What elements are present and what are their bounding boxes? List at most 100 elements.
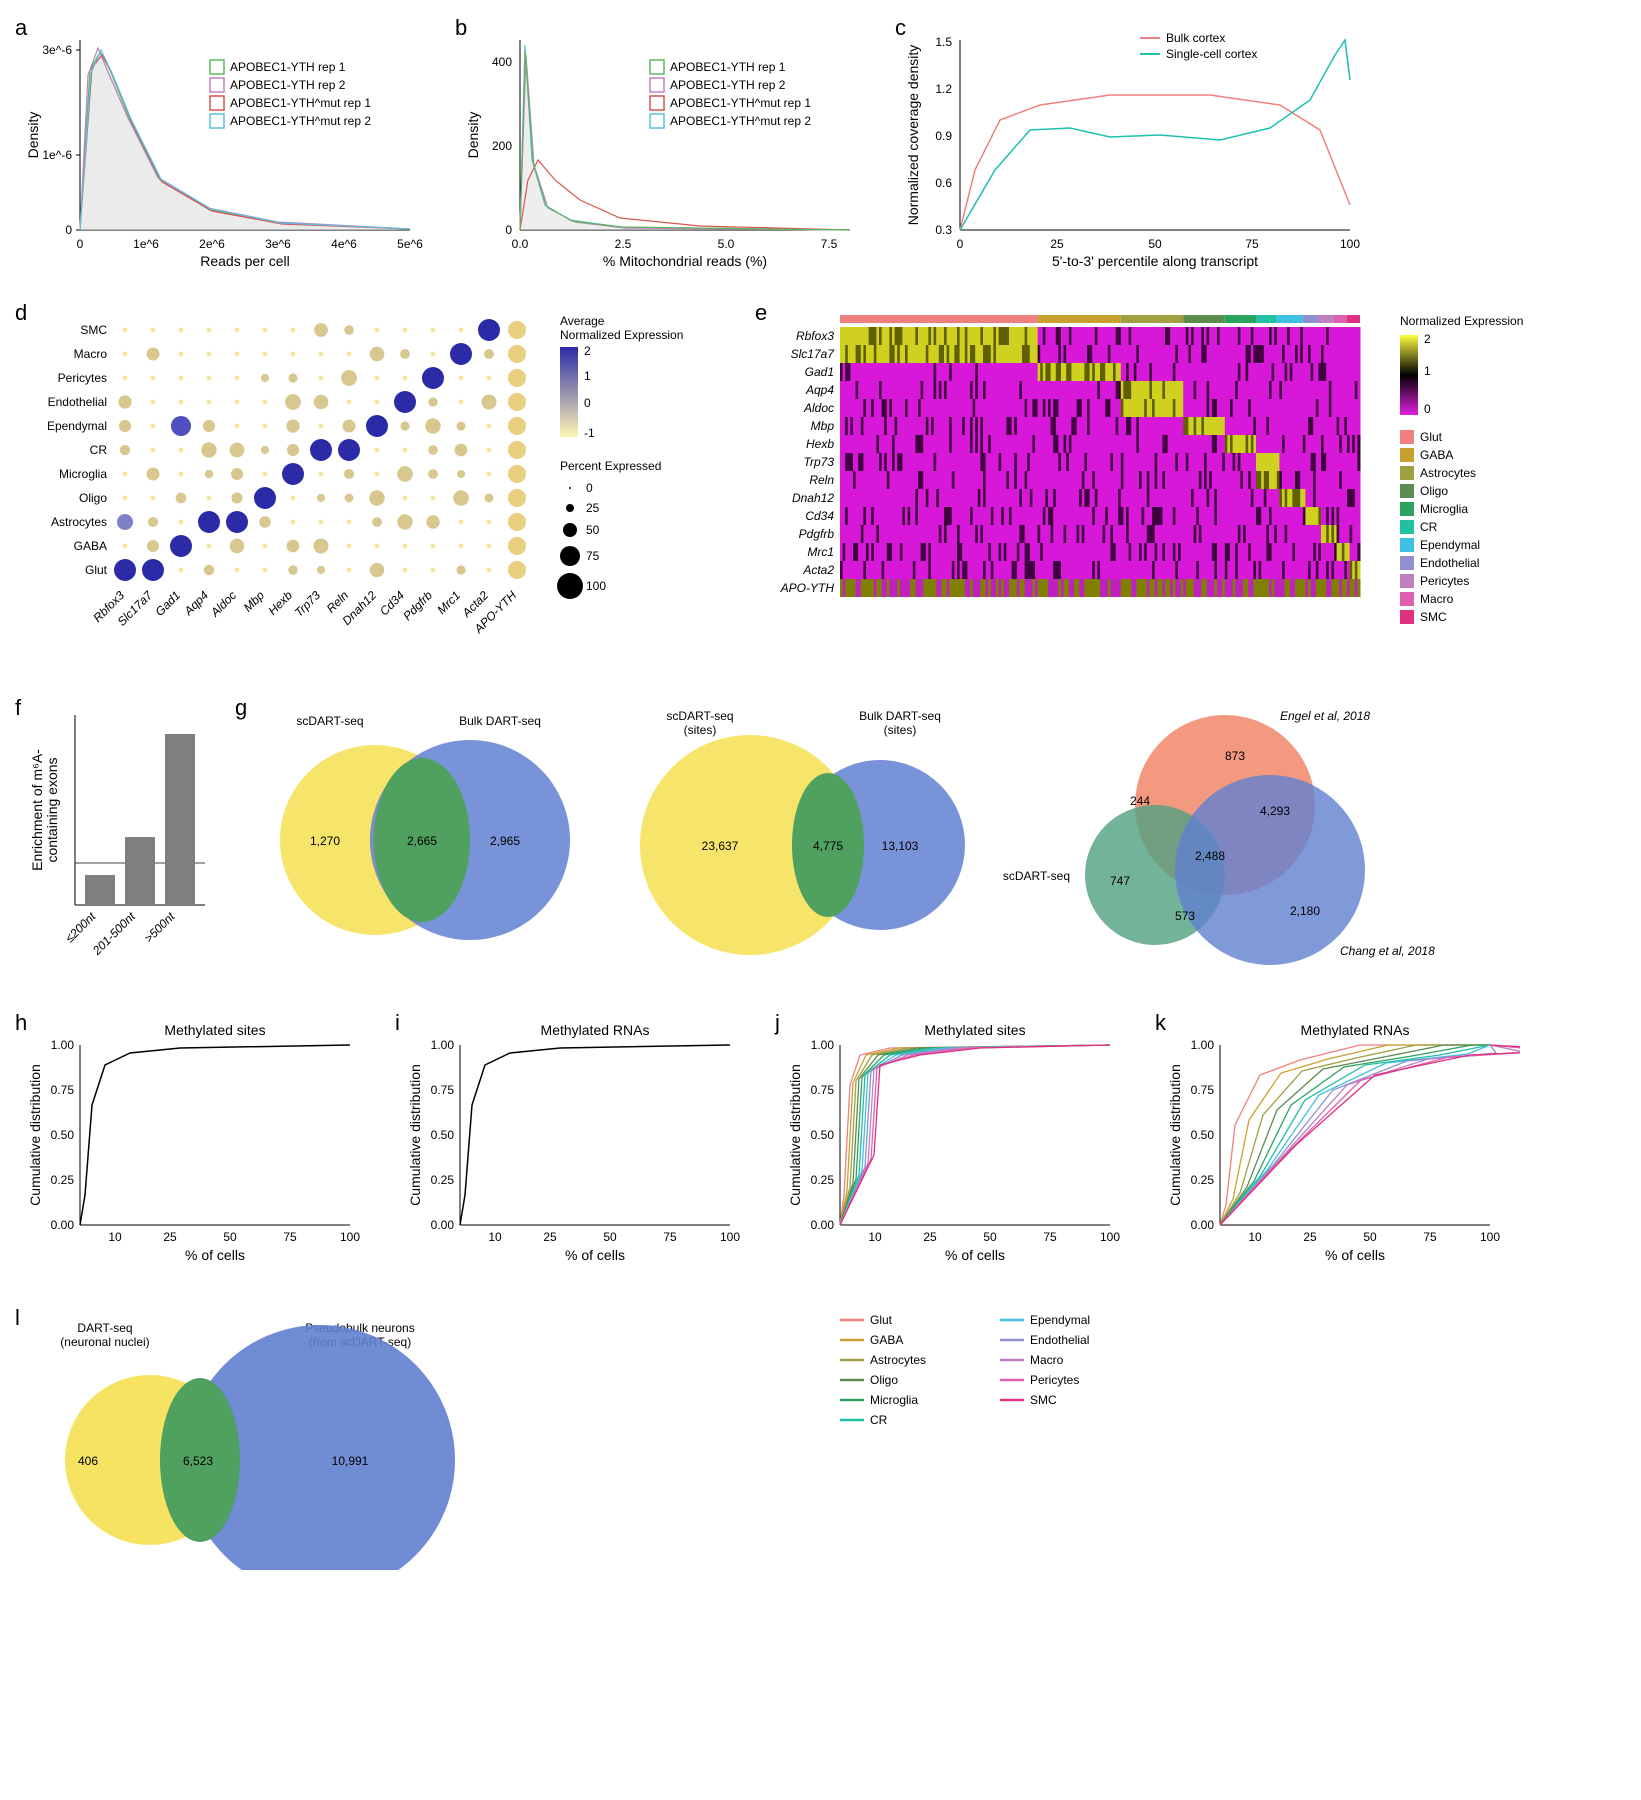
panel-b: b 0 200 400 0.0 2.5 5.0 7.5 % Mito [460,20,880,275]
svg-text:Reln: Reln [809,473,834,487]
svg-text:Glut: Glut [85,563,108,577]
svg-text:APO-YTH: APO-YTH [780,581,835,595]
svg-text:containing exons: containing exons [44,757,60,862]
svg-text:Normalized Expression: Normalized Expression [1400,314,1523,328]
panel-d: d SMCMacroPericytesEndothelialEpendymalC… [20,305,740,670]
svg-text:0.50: 0.50 [1191,1128,1215,1142]
svg-text:Slc17a7: Slc17a7 [791,347,836,361]
panel-label-e: e [755,300,767,326]
svg-text:SMC: SMC [80,323,107,337]
svg-text:5'-to-3' percentile along tran: 5'-to-3' percentile along transcript [1052,253,1258,269]
legend-jk: GlutGABAAstrocytesOligoMicrogliaCREpendy… [840,1310,1340,1575]
svg-text:Pdgfrb: Pdgfrb [799,527,835,541]
svg-text:1: 1 [1424,364,1431,378]
svg-text:0: 0 [77,237,84,251]
venn-l: DART-seq (neuronal nuclei) Pseudobulk ne… [20,1310,640,1570]
svg-text:Bulk DART-seq: Bulk DART-seq [859,709,941,723]
chart-c: 0.3 0.6 0.9 1.2 1.5 0 25 50 75 100 5'-to… [900,20,1380,270]
svg-text:2,965: 2,965 [490,834,520,848]
svg-text:Pericytes: Pericytes [1030,1373,1079,1387]
svg-text:10: 10 [868,1230,882,1244]
legend-a: APOBEC1-YTH rep 1 APOBEC1-YTH rep 2 APOB… [210,60,371,128]
svg-text:100: 100 [586,579,606,593]
svg-text:(sites): (sites) [884,723,917,737]
svg-text:Cd34: Cd34 [805,509,834,523]
chart-k: Methylated RNAs0.000.250.500.751.0010255… [1160,1015,1520,1275]
svg-text:25: 25 [163,1230,177,1244]
svg-text:10: 10 [488,1230,502,1244]
chart-i: Methylated RNAs0.000.250.500.751.0010255… [400,1015,760,1275]
svg-text:Cumulative distribution: Cumulative distribution [407,1064,423,1206]
svg-text:% of cells: % of cells [185,1247,245,1263]
row-5: l DART-seq (neuronal nuclei) Pseudobulk … [20,1310,1621,1575]
svg-text:% Mitochondrial reads (%): % Mitochondrial reads (%) [603,253,767,269]
svg-text:406: 406 [78,1454,98,1468]
svg-text:25: 25 [543,1230,557,1244]
svg-text:APOBEC1-YTH rep 1: APOBEC1-YTH rep 1 [230,60,346,74]
svg-text:Microglia: Microglia [870,1393,918,1407]
panel-g: g scDART-seq Bulk DART-seq 1,270 2,665 2… [240,700,1590,985]
svg-text:Bulk DART-seq: Bulk DART-seq [459,714,541,728]
svg-text:0.75: 0.75 [1191,1083,1215,1097]
svg-text:Mbp: Mbp [811,419,835,433]
svg-text:10: 10 [1248,1230,1262,1244]
svg-text:scDART-seq: scDART-seq [296,714,363,728]
svg-text:Enrichment of m⁶A-: Enrichment of m⁶A- [29,749,45,871]
svg-text:Mrc1: Mrc1 [434,588,463,617]
svg-text:201-500nt: 201-500nt [89,909,138,958]
panel-label-l: l [15,1305,20,1331]
svg-text:50: 50 [223,1230,237,1244]
venn-g1: scDART-seq Bulk DART-seq 1,270 2,665 2,9… [280,714,570,940]
svg-text:7.5: 7.5 [821,237,838,251]
svg-text:Endothelial: Endothelial [1030,1333,1089,1347]
svg-text:0.9: 0.9 [935,129,952,143]
svg-text:3e^-6: 3e^-6 [42,43,72,57]
svg-text:0: 0 [957,237,964,251]
svg-text:10: 10 [108,1230,122,1244]
svg-text:Glut: Glut [870,1313,893,1327]
svg-text:2e^6: 2e^6 [199,237,225,251]
svg-text:1.00: 1.00 [51,1038,75,1052]
row-2: d SMCMacroPericytesEndothelialEpendymalC… [20,305,1621,670]
svg-text:Macro: Macro [1030,1353,1064,1367]
svg-text:DART-seq: DART-seq [77,1321,132,1335]
svg-text:6,523: 6,523 [183,1454,213,1468]
svg-text:scDART-seq: scDART-seq [666,709,733,723]
svg-text:75: 75 [1043,1230,1057,1244]
panel-label-c: c [895,15,906,41]
svg-text:CR: CR [90,443,108,457]
panel-label-h: h [15,1010,27,1036]
svg-text:Ependymal: Ependymal [47,419,107,433]
svg-text:Aqp4: Aqp4 [181,588,212,619]
panel-e: e Rbfox3Slc17a7Gad1Aqp4AldocMbpHexbTrp73… [760,305,1580,670]
svg-text:APOBEC1-YTH^mut rep 2: APOBEC1-YTH^mut rep 2 [670,114,811,128]
svg-text:1.00: 1.00 [811,1038,835,1052]
svg-text:Aqp4: Aqp4 [805,383,834,397]
svg-text:Normalized Expression: Normalized Expression [560,328,683,342]
svg-text:Microglia: Microglia [59,467,107,481]
svg-text:Trp73: Trp73 [292,588,324,620]
svg-text:Methylated RNAs: Methylated RNAs [1301,1022,1410,1038]
svg-text:Density: Density [465,112,481,159]
svg-text:0.6: 0.6 [935,176,952,190]
dotplot-d: SMCMacroPericytesEndothelialEpendymalCRM… [20,305,740,665]
svg-text:1.5: 1.5 [935,35,952,49]
svg-text:873: 873 [1225,749,1245,763]
row-3: f ≤200nt 201-500nt >500nt Enrichment of … [20,700,1621,985]
svg-text:0: 0 [584,396,591,410]
svg-text:Aldoc: Aldoc [207,588,239,620]
row-1: a 0 1e^-6 3e^-6 0 1e^6 [20,20,1621,275]
svg-text:0.50: 0.50 [51,1128,75,1142]
svg-text:Macro: Macro [74,347,108,361]
panel-l: l DART-seq (neuronal nuclei) Pseudobulk … [20,1310,640,1575]
svg-text:Microglia: Microglia [1420,502,1468,516]
svg-text:Gad1: Gad1 [152,588,183,619]
svg-text:4,293: 4,293 [1260,804,1290,818]
svg-text:100: 100 [340,1230,360,1244]
svg-text:Trp73: Trp73 [804,455,835,469]
chart-b: 0 200 400 0.0 2.5 5.0 7.5 % Mitochondria… [460,20,880,270]
svg-text:Oligo: Oligo [1420,484,1448,498]
panel-i: iMethylated RNAs0.000.250.500.751.001025… [400,1015,760,1280]
svg-text:0: 0 [505,223,512,237]
svg-text:Bulk cortex: Bulk cortex [1166,31,1225,45]
